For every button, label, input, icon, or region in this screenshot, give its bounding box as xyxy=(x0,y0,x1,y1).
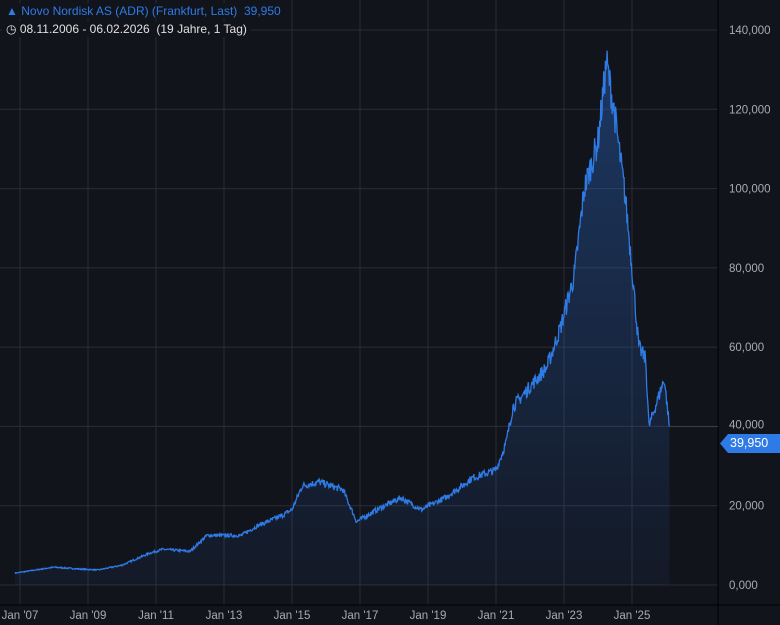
x-tick-label: Jan '15 xyxy=(274,610,311,622)
y-tick-label: 100,000 xyxy=(729,184,771,196)
y-tick-label: 60,000 xyxy=(729,342,764,354)
duration-text: (19 Jahre, 1 Tag) xyxy=(156,22,247,36)
x-tick-label: Jan '21 xyxy=(478,610,515,622)
x-tick-label: Jan '25 xyxy=(614,610,651,622)
x-tick-label: Jan '13 xyxy=(206,610,243,622)
legend-last-value: 39,950 xyxy=(243,4,281,18)
chart-legend: ▲ Novo Nordisk AS (ADR) (Frankfurt, Last… xyxy=(2,3,285,19)
last-price-label: 39,950 xyxy=(720,434,780,453)
x-tick-label: Jan '17 xyxy=(342,610,379,622)
x-tick-label: Jan '07 xyxy=(2,610,39,622)
price-line xyxy=(14,50,671,574)
x-tick-label: Jan '19 xyxy=(410,610,447,622)
x-tick-label: Jan '09 xyxy=(70,610,107,622)
y-tick-label: 140,000 xyxy=(729,25,771,37)
date-range: ◷ 08.11.2006 - 06.02.2026 (19 Jahre, 1 T… xyxy=(2,21,251,37)
y-tick-label: 20,000 xyxy=(729,501,764,513)
y-tick-label: 0,000 xyxy=(729,580,758,592)
clock-icon: ◷ xyxy=(6,22,17,36)
x-tick-label: Jan '23 xyxy=(546,610,583,622)
mountain-chart-icon: ▲ xyxy=(6,4,18,18)
x-tick-label: Jan '11 xyxy=(138,610,174,622)
date-range-text: 08.11.2006 - 06.02.2026 xyxy=(19,22,150,36)
y-tick-label: 120,000 xyxy=(729,104,771,116)
legend-title: Novo Nordisk AS (ADR) (Frankfurt, Last) xyxy=(21,4,238,18)
y-tick-label: 80,000 xyxy=(729,263,764,275)
y-tick-label: 40,000 xyxy=(729,419,764,431)
price-area-fill xyxy=(14,50,670,586)
